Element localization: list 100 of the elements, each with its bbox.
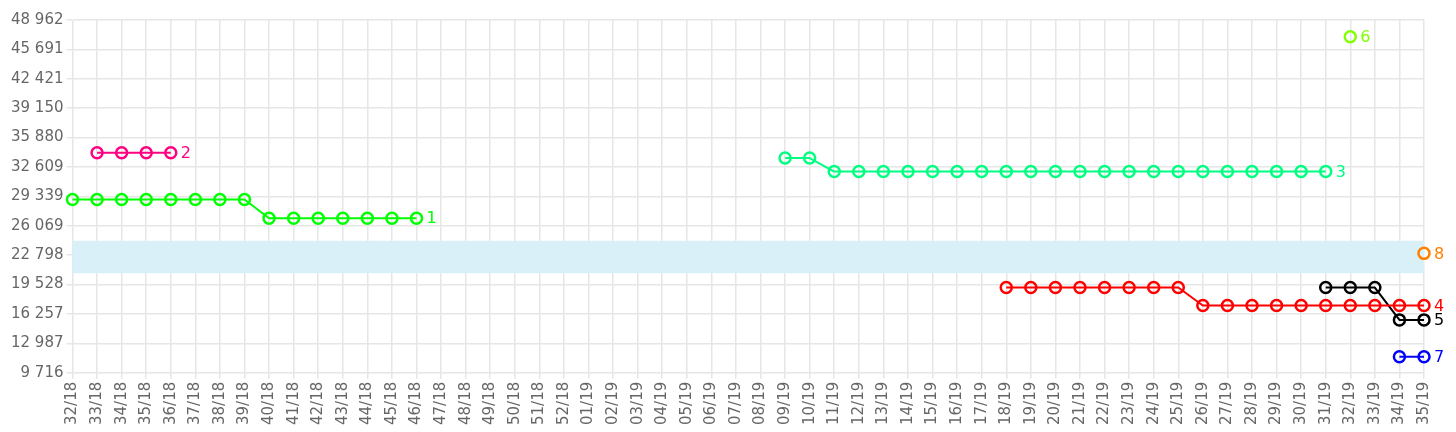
x-tick-label: 44/18 <box>357 381 376 426</box>
y-tick-label: 16 257 <box>10 303 64 322</box>
x-tick-label: 14/19 <box>897 381 916 426</box>
series-label: 6 <box>1360 26 1371 46</box>
point <box>1269 298 1284 313</box>
x-tick-label: 38/18 <box>209 381 228 426</box>
point <box>1417 349 1431 364</box>
point <box>876 164 891 179</box>
point <box>385 211 399 226</box>
y-tick-label: 35 880 <box>10 127 64 146</box>
x-tick-label: 48/18 <box>455 381 474 426</box>
point <box>139 192 153 207</box>
point <box>999 280 1014 295</box>
x-tick-label: 52/18 <box>553 381 572 426</box>
point <box>778 151 792 165</box>
y-tick-label: 39 150 <box>10 98 64 117</box>
x-tick-label: 11/19 <box>824 381 843 426</box>
point <box>1097 164 1112 179</box>
x-tick-label: 46/18 <box>406 381 425 426</box>
point <box>1122 280 1136 295</box>
point <box>139 145 153 160</box>
point <box>1146 164 1161 179</box>
x-tick-label: 04/19 <box>652 381 671 426</box>
x-tick-label: 47/18 <box>430 381 449 426</box>
x-tick-label: 40/18 <box>258 381 277 426</box>
point <box>114 192 129 207</box>
x-tick-label: 26/19 <box>1192 381 1211 426</box>
x-tick-label: 13/19 <box>873 381 892 426</box>
point <box>1294 164 1308 179</box>
x-tick-label: 05/19 <box>676 381 695 426</box>
point <box>65 192 80 207</box>
point <box>1024 164 1038 179</box>
point <box>1417 246 1431 261</box>
point <box>999 164 1014 179</box>
x-tick-label: 35/19 <box>1413 381 1432 426</box>
x-tick-label: 37/18 <box>185 381 204 426</box>
point <box>1146 280 1161 295</box>
point <box>1343 29 1358 44</box>
point <box>90 145 104 160</box>
point <box>802 151 817 165</box>
point <box>1171 280 1186 295</box>
series-label: 5 <box>1434 310 1445 330</box>
point <box>901 164 915 179</box>
point <box>311 211 325 226</box>
point <box>1122 164 1136 179</box>
point <box>1318 164 1333 179</box>
point <box>1294 298 1308 313</box>
x-tick-label: 02/19 <box>602 381 621 426</box>
point <box>1392 349 1407 364</box>
point <box>164 145 178 160</box>
point <box>1048 280 1063 295</box>
point <box>213 192 227 207</box>
point <box>1171 164 1186 179</box>
point <box>1368 298 1382 313</box>
x-tick-label: 32/18 <box>62 381 81 426</box>
point <box>360 211 375 226</box>
x-tick-label: 33/19 <box>1364 381 1383 426</box>
x-tick-label: 29/19 <box>1266 381 1285 426</box>
point <box>1196 164 1210 179</box>
x-tick-label: 42/18 <box>308 381 327 426</box>
x-tick-label: 34/18 <box>111 381 130 426</box>
point <box>114 145 129 160</box>
point <box>262 211 276 226</box>
x-tick-label: 01/19 <box>578 381 597 426</box>
point <box>286 211 301 226</box>
point <box>336 211 350 226</box>
point <box>90 192 104 207</box>
x-tick-label: 39/18 <box>234 381 253 426</box>
x-tick-label: 18/19 <box>996 381 1015 426</box>
y-tick-label: 42 421 <box>10 68 64 87</box>
point <box>164 192 178 207</box>
x-tick-label: 16/19 <box>947 381 965 426</box>
series-label: 7 <box>1434 346 1445 366</box>
x-tick-label: 03/19 <box>627 381 646 426</box>
point <box>1196 298 1210 313</box>
series-label: 2 <box>180 142 191 162</box>
x-tick-label: 12/19 <box>848 381 867 426</box>
y-tick-label: 19 528 <box>10 274 64 293</box>
x-tick-label: 21/19 <box>1069 381 1088 426</box>
point <box>188 192 203 207</box>
y-tick-label: 12 987 <box>10 333 64 352</box>
x-tick-label: 07/19 <box>725 381 744 426</box>
x-tick-label: 08/19 <box>750 381 769 426</box>
x-tick-label: 43/18 <box>332 381 351 426</box>
point <box>925 164 940 179</box>
point <box>1343 280 1358 295</box>
point <box>1220 164 1235 179</box>
y-tick-label: 45 691 <box>10 39 64 58</box>
x-tick-label: 31/19 <box>1315 381 1334 426</box>
point <box>1245 164 1259 179</box>
y-tick-label: 48 962 <box>10 9 64 28</box>
x-tick-label: 25/19 <box>1168 381 1187 426</box>
point <box>237 192 252 207</box>
x-tick-label: 28/19 <box>1241 381 1260 426</box>
x-tick-label: 30/19 <box>1291 381 1310 426</box>
x-tick-label: 34/19 <box>1389 381 1408 426</box>
x-tick-label: 22/19 <box>1094 381 1113 426</box>
y-tick-label: 32 609 <box>10 156 64 175</box>
x-tick-label: 15/19 <box>922 381 941 426</box>
series-label: 1 <box>426 208 437 228</box>
